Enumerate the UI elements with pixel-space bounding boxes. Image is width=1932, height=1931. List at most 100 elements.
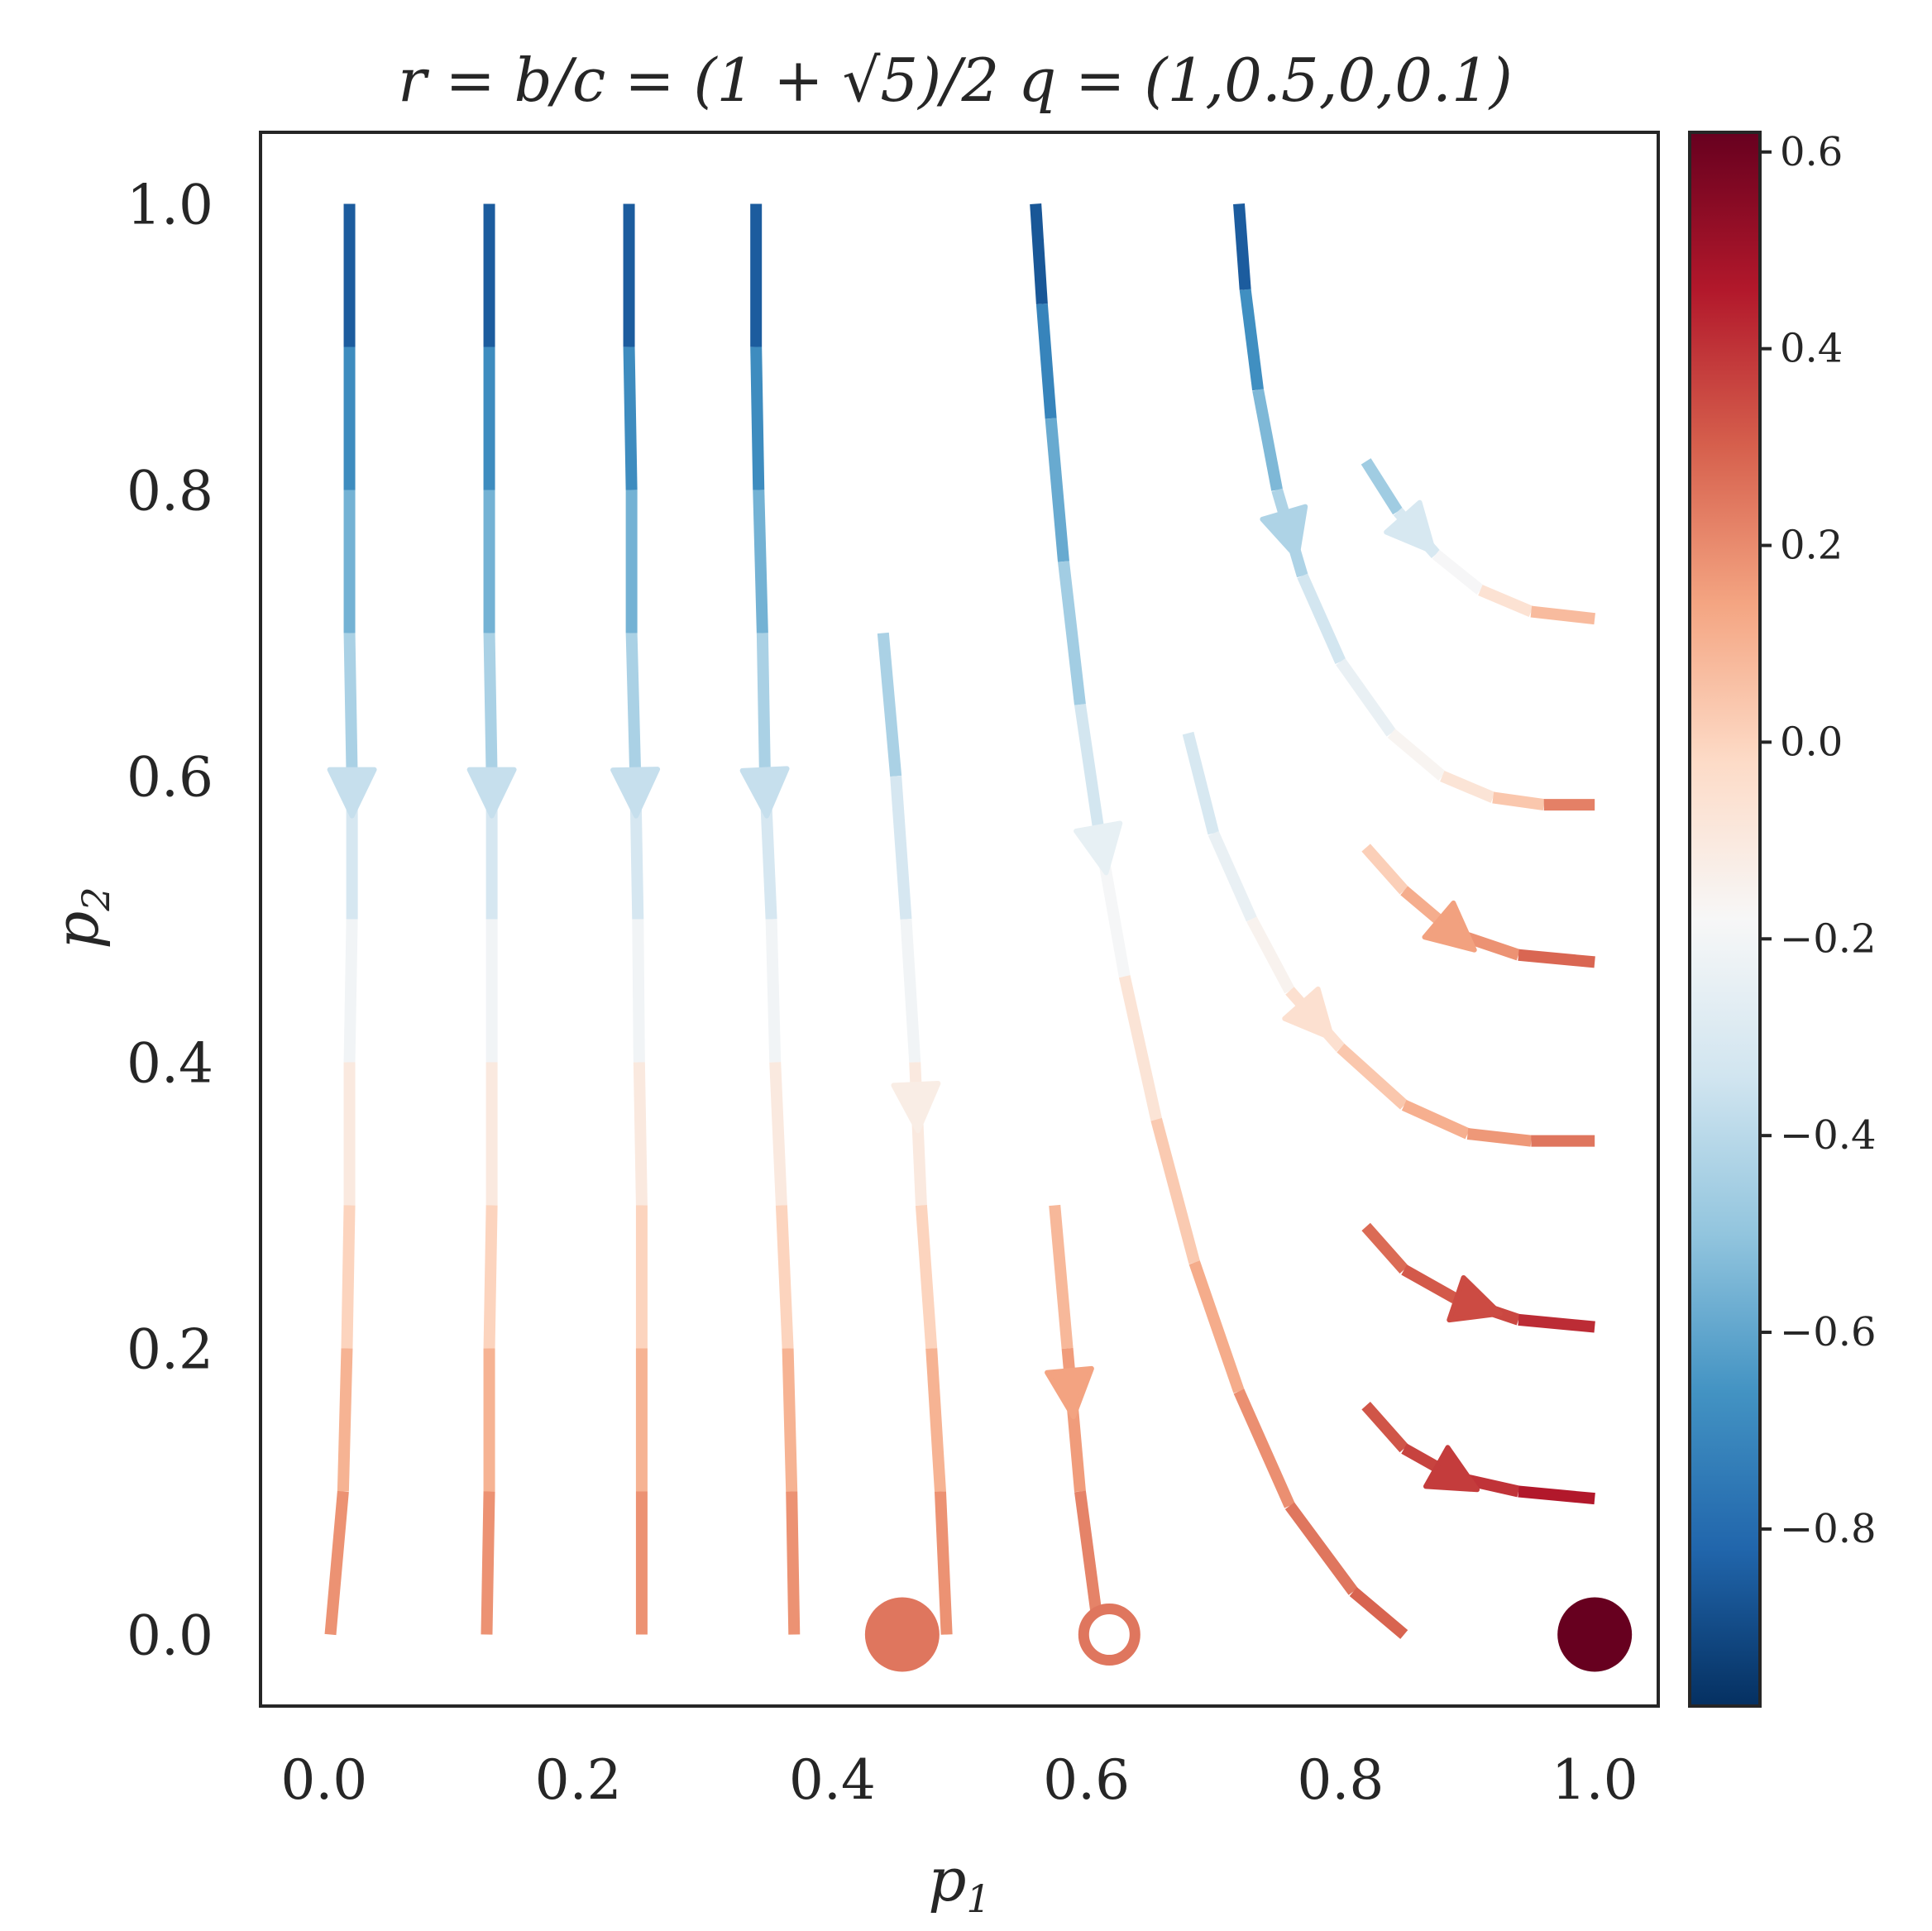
y-tick-label-2: 0.4 [127, 1032, 213, 1096]
streamline-0-segment-7 [341, 1205, 356, 1349]
streamline-6-segment-4 [1297, 573, 1346, 664]
streamline-0-arrow [327, 767, 377, 819]
streamline-2-arrow [610, 767, 661, 819]
x-axis-ticks: 0.0 0.2 0.4 0.6 0.8 1.0 [280, 1748, 1638, 1812]
y-axis-ticks: 0.0 0.2 0.4 0.6 0.8 1.0 [127, 174, 213, 1668]
streamline-9-segment-0 [1361, 844, 1408, 895]
streamline-9-arrow [1422, 900, 1477, 953]
streamline-1-segment-7 [483, 1205, 498, 1349]
streamline-1-segment-9 [481, 1491, 495, 1635]
streamline-0-segment-3 [343, 633, 358, 777]
streamline-3-segment-9 [786, 1491, 801, 1635]
streamline-3-segment-6 [769, 1062, 787, 1206]
streamline-3-segment-3 [756, 633, 771, 777]
streamline-8-segment-1 [1208, 830, 1257, 922]
colorbar-tick-label-6: −0.6 [1780, 1309, 1877, 1355]
x-axis-label: p1 [928, 1845, 990, 1921]
fixed-point-0-stable [864, 1597, 940, 1672]
streamline-5-segment-8 [1188, 1260, 1245, 1393]
streamline-10-segment-3 [1518, 1313, 1595, 1333]
streamline-5-segment-11 [1349, 1587, 1408, 1639]
x-tick-label-2: 0.4 [789, 1748, 876, 1812]
colorbar-tick-label-7: −0.8 [1780, 1506, 1877, 1552]
streamline-5-segment-7 [1150, 1117, 1200, 1264]
streamline-8-segment-4 [1337, 1043, 1408, 1110]
streamline-3-segment-5 [765, 919, 782, 1063]
streamline-5-segment-0 [1030, 203, 1048, 305]
fixed-points [864, 1597, 1633, 1672]
streamline-4-segment-2 [900, 919, 921, 1063]
streamline-7-segment-2 [1432, 549, 1485, 595]
y-axis-label: p2 [42, 887, 118, 949]
streamline-3-arrow [739, 766, 790, 819]
streamline-1-segment-3 [483, 633, 498, 777]
chart-title: r = b/c = (1 + √5)/2 q = (1,0.5,0,0.1) [398, 45, 1513, 115]
colorbar-ticks: 0.6 0.4 0.2 0.0 −0.2 −0.4 −0.6 −0.8 [1760, 129, 1877, 1552]
streamline-2-segment-3 [625, 633, 642, 777]
streamline-5-segment-9 [1233, 1389, 1295, 1508]
streamline-2-segment-1 [623, 347, 638, 490]
streamline-11-segment-0 [1361, 1402, 1408, 1453]
streamline-6-segment-6 [1387, 729, 1447, 781]
streamline-11-arrow [1423, 1445, 1480, 1493]
streamline-5-segment-3 [1058, 561, 1086, 705]
colorbar-tick-label-1: 0.4 [1780, 326, 1843, 372]
streamline-10-arrow [1447, 1274, 1503, 1323]
y-tick-label-3: 0.6 [127, 746, 213, 810]
colorbar-tick-label-4: −0.2 [1780, 915, 1877, 962]
streamline-4-segment-0 [877, 632, 902, 777]
streamline-10-segment-1 [1401, 1264, 1458, 1304]
colorbar-tick-label-5: −0.4 [1780, 1112, 1877, 1159]
streamline-10-segment-0 [1361, 1222, 1408, 1274]
streamline-5-segment-4 [1074, 703, 1105, 834]
x-tick-label-5: 1.0 [1552, 1748, 1638, 1812]
x-tick-label-3: 0.6 [1043, 1748, 1130, 1812]
streamline-6-segment-8 [1492, 791, 1545, 811]
streamline-9-segment-3 [1518, 949, 1595, 968]
streamline-6-arrow [1260, 504, 1308, 560]
y-tick-label-4: 0.8 [127, 460, 213, 523]
fixed-point-1-unstable [1078, 1604, 1141, 1666]
streamline-8-segment-5 [1401, 1100, 1471, 1140]
streamline-2-segment-5 [632, 919, 645, 1063]
colorbar-tick-label-2: 0.2 [1780, 523, 1843, 569]
streamline-0-segment-5 [343, 919, 358, 1063]
streamline-0-segment-8 [337, 1348, 353, 1492]
streamline-7-segment-4 [1530, 605, 1595, 625]
streamline-8-segment-2 [1246, 916, 1295, 994]
streamline-4-arrow [891, 1081, 941, 1134]
streamline-1-arrow [466, 767, 517, 819]
y-tick-label-0: 0.0 [127, 1604, 213, 1668]
fixed-point-2-stable [1557, 1597, 1633, 1672]
streamline-6-segment-1 [1239, 289, 1264, 391]
streamline-7-arrow [1384, 499, 1437, 555]
x-tick-label-1: 0.2 [535, 1748, 622, 1812]
x-tick-label-0: 0.0 [280, 1748, 367, 1812]
streamline-5-segment-1 [1035, 304, 1057, 419]
streamline-5-segment-6 [1118, 975, 1162, 1121]
colorbar-tick-label-0: 0.6 [1780, 129, 1843, 175]
streamline-12-segment-0 [1049, 1204, 1074, 1350]
streamline-2-segment-6 [633, 1062, 648, 1206]
streamline-7-segment-0 [1361, 458, 1403, 515]
streamline-7-segment-3 [1478, 585, 1534, 617]
streamline-5-segment-2 [1045, 418, 1069, 562]
streamline-4-segment-5 [925, 1348, 946, 1492]
streamline-11-segment-3 [1518, 1485, 1595, 1505]
streamline-12-arrow [1045, 1365, 1094, 1420]
streamlines [324, 203, 1595, 1639]
streamline-4-segment-6 [934, 1491, 953, 1635]
streamline-6-segment-5 [1336, 658, 1397, 737]
streamline-3-segment-8 [782, 1348, 798, 1492]
streamline-6-segment-0 [1233, 203, 1251, 290]
streamline-8-segment-6 [1466, 1128, 1533, 1147]
colorbar [1688, 131, 1762, 1708]
streamline-3-segment-1 [750, 347, 765, 490]
streamline-6-segment-7 [1440, 771, 1495, 803]
y-tick-label-1: 0.2 [127, 1318, 213, 1382]
streamline-5-segment-10 [1284, 1502, 1358, 1595]
streamline-3-segment-2 [753, 490, 768, 633]
streamline-6-segment-2 [1252, 389, 1283, 491]
streamline-4-segment-1 [890, 776, 912, 920]
